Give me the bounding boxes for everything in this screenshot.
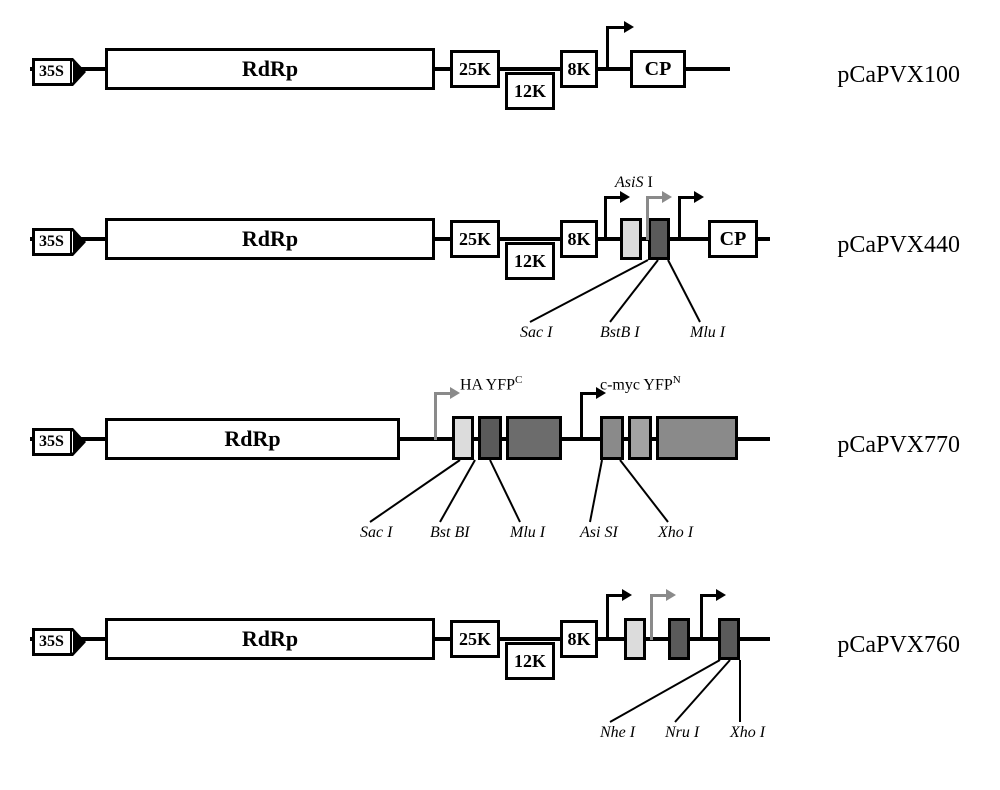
subgenomic-promoter-arrow [580, 392, 608, 440]
promoter-35s: 35S [32, 428, 73, 456]
gene-box-25K: 25K [450, 220, 500, 258]
gene-box-RdRp: RdRp [105, 618, 435, 660]
gene-box-25K: 25K [450, 50, 500, 88]
promoter-35s: 35S [32, 58, 73, 86]
restriction-site-label: Sac I [360, 524, 392, 542]
construct-pCaPVX100: pCaPVX100 35S RdRp 25K12K8K CP [20, 20, 980, 160]
construct-pCaPVX770: pCaPVX770 35S RdRp HA YFPC c-myc YFPN Sac I Bs… [20, 370, 980, 560]
gene-box-12K: 12K [505, 72, 555, 110]
gene-box-25K: 25K [450, 620, 500, 658]
gene-box-RdRp: RdRp [105, 218, 435, 260]
gene-box-CP: CP [708, 220, 758, 258]
insert-box [506, 416, 562, 460]
insert-box [628, 416, 652, 460]
restriction-site-label: Mlu I [510, 524, 545, 542]
restriction-site-label: Nhe I [600, 724, 635, 742]
top-label: HA YFPC [460, 374, 522, 394]
restriction-site-label: Xho I [730, 724, 765, 742]
construct-title: pCaPVX760 [837, 632, 960, 659]
gene-box-8K: 8K [560, 50, 598, 88]
restriction-site-label: Sac I [520, 324, 552, 342]
diagram-wrap: pCaPVX10035SRdRp25K12K8KCPpCaPVX44035SRd… [20, 20, 980, 760]
restriction-site-label: Bst BI [430, 524, 470, 542]
restriction-site-label: BstB I [600, 324, 640, 342]
gene-box-RdRp: RdRp [105, 48, 435, 90]
gene-box-8K: 8K [560, 220, 598, 258]
restriction-site-label: Mlu I [690, 324, 725, 342]
top-label: c-myc YFPN [600, 374, 681, 394]
gene-box-CP: CP [630, 50, 686, 88]
construct-title: pCaPVX770 [837, 432, 960, 459]
gene-box-12K: 12K [505, 642, 555, 680]
promoter-35s: 35S [32, 628, 73, 656]
construct-title: pCaPVX100 [837, 62, 960, 89]
subgenomic-promoter-arrow [678, 196, 706, 240]
subgenomic-promoter-arrow [646, 196, 674, 240]
construct-pCaPVX760: pCaPVX760 35S RdRp 25K12K8K Nhe I Nru I Xho I [20, 570, 980, 760]
restriction-site-label: Xho I [658, 524, 693, 542]
subgenomic-promoter-arrow [606, 594, 634, 640]
restriction-site-label: Asi SI [580, 524, 618, 542]
subgenomic-promoter-arrow [606, 26, 636, 70]
promoter-35s: 35S [32, 228, 73, 256]
gene-box-8K: 8K [560, 620, 598, 658]
subgenomic-promoter-arrow [700, 594, 728, 640]
construct-title: pCaPVX440 [837, 232, 960, 259]
insert-box [478, 416, 502, 460]
restriction-site-label: Nru I [665, 724, 699, 742]
gene-box-12K: 12K [505, 242, 555, 280]
subgenomic-promoter-arrow [434, 392, 462, 440]
subgenomic-promoter-arrow [604, 196, 632, 240]
subgenomic-promoter-arrow [650, 594, 678, 640]
gene-box-RdRp: RdRp [105, 418, 400, 460]
construct-pCaPVX440: pCaPVX440 35S RdRp 25K12K8K CP AsiS I Sac I Bst… [20, 170, 980, 360]
insert-box [656, 416, 738, 460]
top-label: AsiS I [615, 174, 653, 192]
